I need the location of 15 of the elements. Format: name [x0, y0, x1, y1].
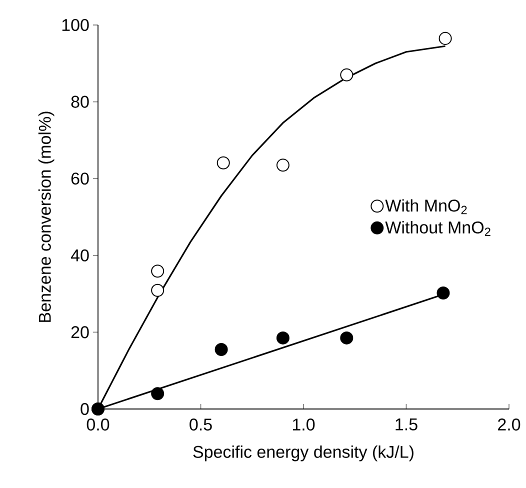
x-axis-title: Specific energy density (kJ/L): [193, 445, 414, 462]
legend-label: With MnO$_{2}$: [385, 199, 467, 214]
y-tick-label: 40: [70, 249, 89, 262]
y-tick-label: 80: [71, 96, 89, 108]
y-tick-label: 0: [80, 402, 89, 416]
y-tick-label: 60: [71, 172, 89, 185]
x-tick-label: 1.5: [396, 418, 418, 430]
x-tick-label: 1.0: [292, 418, 315, 431]
x-tick-label: 0.5: [190, 418, 212, 431]
x-tick-label: 2.0: [498, 418, 520, 431]
y-tick-label: 100: [62, 18, 89, 32]
x-tick-label: 0.0: [86, 418, 110, 431]
legend-label: Without MnO$_{2}$: [385, 221, 490, 236]
y-tick-label: 20: [71, 326, 89, 338]
y-axis-title: Benzene conversion (mol%): [38, 112, 54, 322]
